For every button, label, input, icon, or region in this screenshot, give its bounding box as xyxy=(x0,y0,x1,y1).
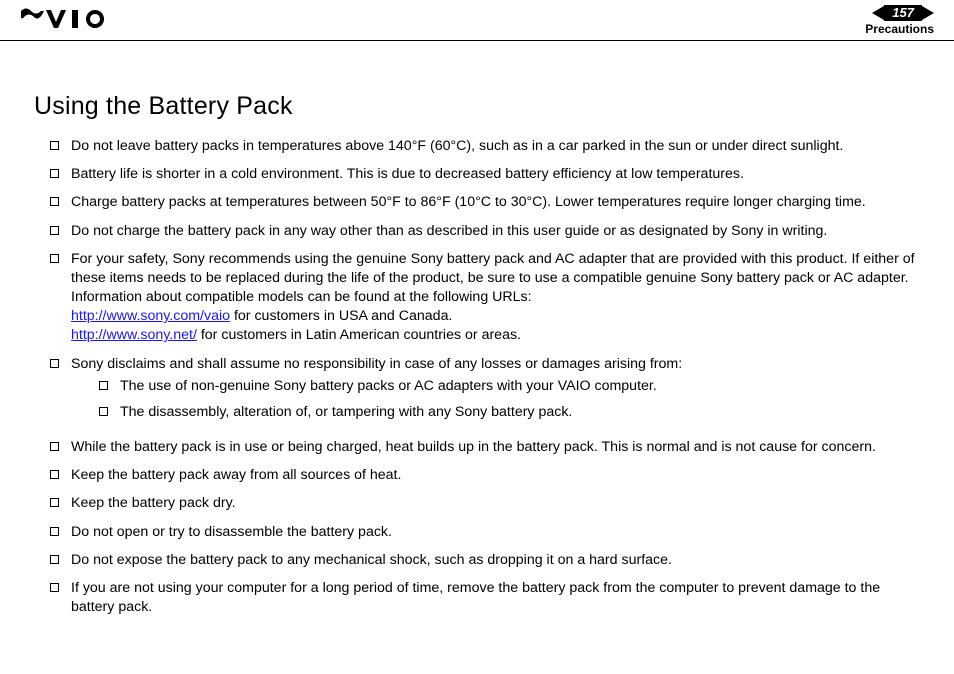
bullet-icon xyxy=(99,381,108,390)
list-item-text: While the battery pack is in use or bein… xyxy=(71,438,920,457)
next-page-arrow-icon[interactable] xyxy=(922,6,934,20)
item-text-part: for customers in Latin American countrie… xyxy=(197,327,521,343)
precautions-sublist: The use of non-genuine Sony battery pack… xyxy=(71,377,920,422)
precautions-list: Do not leave battery packs in temperatur… xyxy=(34,137,920,617)
item-text-part: For your safety, Sony recommends using t… xyxy=(71,251,915,305)
list-item: Sony disclaims and shall assume no respo… xyxy=(50,355,920,430)
list-item: The use of non-genuine Sony battery pack… xyxy=(99,377,920,396)
sony-vaio-link[interactable]: http://www.sony.com/vaio xyxy=(71,308,230,324)
list-item: If you are not using your computer for a… xyxy=(50,579,920,617)
item-text-part: Sony disclaims and shall assume no respo… xyxy=(71,356,682,372)
list-item-text: Battery life is shorter in a cold enviro… xyxy=(71,165,920,184)
list-item: Keep the battery pack dry. xyxy=(50,494,920,513)
list-item-text: Keep the battery pack dry. xyxy=(71,494,920,513)
list-item: Do not open or try to disassemble the ba… xyxy=(50,523,920,542)
item-text-part: for customers in USA and Canada. xyxy=(230,308,452,324)
header: 157 Precautions xyxy=(0,0,954,42)
bullet-icon xyxy=(50,527,59,536)
bullet-icon xyxy=(50,583,59,592)
list-item-text: Sony disclaims and shall assume no respo… xyxy=(71,355,920,430)
sony-net-link[interactable]: http://www.sony.net/ xyxy=(71,327,197,343)
list-item: Battery life is shorter in a cold enviro… xyxy=(50,165,920,184)
bullet-icon xyxy=(50,498,59,507)
prev-page-arrow-icon[interactable] xyxy=(872,6,884,20)
list-item: Do not charge the battery pack in any wa… xyxy=(50,222,920,241)
list-item: For your safety, Sony recommends using t… xyxy=(50,250,920,346)
header-divider xyxy=(0,40,954,41)
list-item: Keep the battery pack away from all sour… xyxy=(50,466,920,485)
content: Using the Battery Pack Do not leave batt… xyxy=(0,42,954,617)
list-item: Do not expose the battery pack to any me… xyxy=(50,551,920,570)
bullet-icon xyxy=(50,254,59,263)
list-item: Charge battery packs at temperatures bet… xyxy=(50,193,920,212)
vaio-logo xyxy=(20,8,116,35)
list-item-text: Do not expose the battery pack to any me… xyxy=(71,551,920,570)
list-item-text: Charge battery packs at temperatures bet… xyxy=(71,193,920,212)
bullet-icon xyxy=(50,169,59,178)
list-item: Do not leave battery packs in temperatur… xyxy=(50,137,920,156)
bullet-icon xyxy=(50,226,59,235)
vaio-logo-svg xyxy=(20,8,116,30)
list-item-text: Do not leave battery packs in temperatur… xyxy=(71,137,920,156)
list-item-text: The use of non-genuine Sony battery pack… xyxy=(120,377,920,396)
bullet-icon xyxy=(50,442,59,451)
list-item-text: For your safety, Sony recommends using t… xyxy=(71,250,920,346)
bullet-icon xyxy=(99,407,108,416)
page-number: 157 xyxy=(884,5,922,21)
bullet-icon xyxy=(50,197,59,206)
list-item-text: If you are not using your computer for a… xyxy=(71,579,920,617)
bullet-icon xyxy=(50,470,59,479)
list-item-text: The disassembly, alteration of, or tampe… xyxy=(120,403,920,422)
bullet-icon xyxy=(50,141,59,150)
section-name: Precautions xyxy=(865,22,934,36)
list-item-text: Keep the battery pack away from all sour… xyxy=(71,466,920,485)
list-item: While the battery pack is in use or bein… xyxy=(50,438,920,457)
list-item: The disassembly, alteration of, or tampe… xyxy=(99,403,920,422)
list-item-text: Do not open or try to disassemble the ba… xyxy=(71,523,920,542)
bullet-icon xyxy=(50,555,59,564)
bullet-icon xyxy=(50,359,59,368)
page-title: Using the Battery Pack xyxy=(34,92,920,121)
page-nav: 157 xyxy=(872,4,934,22)
list-item-text: Do not charge the battery pack in any wa… xyxy=(71,222,920,241)
